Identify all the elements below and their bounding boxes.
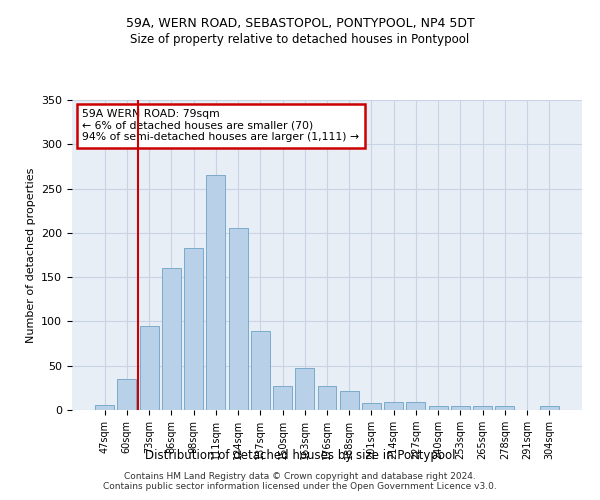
Bar bbox=[162, 268, 181, 410]
Bar bbox=[451, 406, 470, 410]
Bar bbox=[384, 402, 403, 410]
Text: Distribution of detached houses by size in Pontypool: Distribution of detached houses by size … bbox=[145, 448, 455, 462]
Text: Contains HM Land Registry data © Crown copyright and database right 2024.: Contains HM Land Registry data © Crown c… bbox=[124, 472, 476, 481]
Bar bbox=[496, 406, 514, 410]
Bar bbox=[118, 379, 136, 410]
Text: 59A WERN ROAD: 79sqm
← 6% of detached houses are smaller (70)
94% of semi-detach: 59A WERN ROAD: 79sqm ← 6% of detached ho… bbox=[82, 110, 359, 142]
Bar bbox=[229, 228, 248, 410]
Bar bbox=[140, 326, 158, 410]
Bar bbox=[184, 248, 203, 410]
Bar bbox=[406, 402, 425, 410]
Bar bbox=[295, 368, 314, 410]
Text: 59A, WERN ROAD, SEBASTOPOL, PONTYPOOL, NP4 5DT: 59A, WERN ROAD, SEBASTOPOL, PONTYPOOL, N… bbox=[125, 18, 475, 30]
Bar bbox=[95, 404, 114, 410]
Bar bbox=[340, 390, 359, 410]
Text: Contains public sector information licensed under the Open Government Licence v3: Contains public sector information licen… bbox=[103, 482, 497, 491]
Bar bbox=[473, 406, 492, 410]
Bar bbox=[540, 406, 559, 410]
Bar bbox=[362, 403, 381, 410]
Bar bbox=[251, 331, 270, 410]
Bar bbox=[206, 176, 225, 410]
Bar bbox=[273, 386, 292, 410]
Text: Size of property relative to detached houses in Pontypool: Size of property relative to detached ho… bbox=[130, 32, 470, 46]
Bar bbox=[429, 406, 448, 410]
Bar bbox=[317, 386, 337, 410]
Y-axis label: Number of detached properties: Number of detached properties bbox=[26, 168, 35, 342]
